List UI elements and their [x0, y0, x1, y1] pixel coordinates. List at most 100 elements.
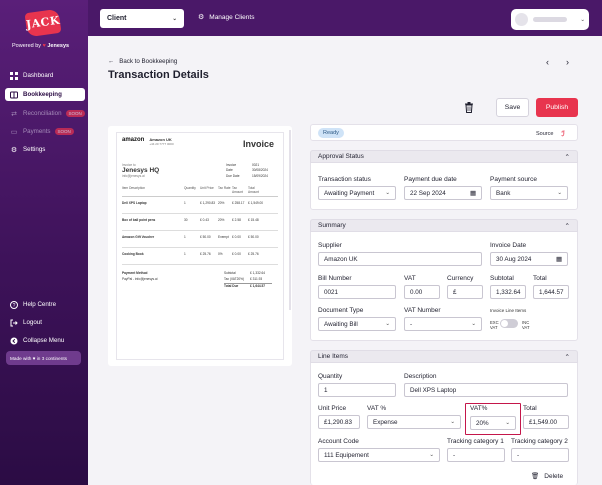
approval-header[interactable]: Approval Status ⌃ — [310, 150, 578, 163]
status-badge: Ready — [318, 128, 344, 138]
quantity-field[interactable]: 1 — [318, 383, 396, 397]
trash-icon[interactable] — [464, 102, 474, 113]
field-label: Tracking category 1 — [447, 438, 504, 445]
currency-field[interactable]: £ — [447, 285, 483, 299]
sidebar-item-reconciliation[interactable]: ⇄ Reconciliation SOON — [5, 107, 85, 120]
account-code-select[interactable]: 111 Equipement ⌄ — [318, 448, 440, 462]
invoice-date-field[interactable]: 30 Aug 2024 ▦ — [490, 252, 568, 266]
sidebar-item-dashboard[interactable]: Dashboard — [5, 69, 85, 82]
chevron-left-icon[interactable]: ‹ — [546, 57, 549, 67]
vat-rate-select[interactable]: 20% ⌄ — [470, 416, 516, 430]
sidebar-item-label: Dashboard — [23, 72, 54, 79]
field-value: Amazon UK — [324, 255, 358, 263]
payment-source-select[interactable]: Bank ⌄ — [490, 186, 568, 200]
row-rate: 20% — [218, 218, 225, 222]
field-value: 1,332.64 — [496, 288, 521, 296]
supplier-field[interactable]: Amazon UK — [318, 252, 482, 266]
heart-icon: ♥ — [42, 43, 46, 49]
summary-header[interactable]: Summary ⌃ — [310, 219, 578, 232]
row-price: £ 25.76 — [200, 252, 211, 256]
total-due-label: Total Due — [224, 283, 250, 288]
field-value: 111 Equipement — [324, 451, 369, 459]
field-value: £ — [453, 288, 457, 296]
document-scrollbar[interactable] — [289, 130, 291, 310]
table-row: Cooking Book 1 £ 25.76 0% £ 0.00 £ 25.76 — [122, 248, 278, 265]
book-icon — [10, 91, 18, 99]
payment-due-date-field[interactable]: 22 Sep 2024 ▦ — [404, 186, 482, 200]
svg-text:?: ? — [13, 303, 16, 309]
column-header: Unit Price — [200, 186, 214, 190]
user-menu[interactable]: ⌄ — [511, 9, 589, 30]
subtotal-label: Subtotal — [224, 271, 236, 275]
invoice-table-header: Item Description Quantity Unit Price Tax… — [122, 186, 278, 197]
sidebar-item-settings[interactable]: ⚙ Settings — [5, 143, 85, 156]
row-tax: £ 2.58 — [232, 218, 241, 222]
calendar-icon: ▦ — [556, 255, 562, 263]
tracking-category-1-field[interactable]: - — [447, 448, 505, 462]
tracking-category-2-field[interactable]: - — [511, 448, 569, 462]
vendor-name: Amazon UK — [149, 137, 172, 142]
column-header: Total Amount — [248, 186, 259, 194]
line-items-header[interactable]: Line Items ⌃ — [310, 350, 578, 363]
row-total: £ 15.48 — [248, 218, 259, 222]
total-field[interactable]: 1,644.57 — [533, 285, 569, 299]
sidebar-item-logout[interactable]: Logout — [5, 316, 85, 329]
delete-line-button[interactable]: 🗑 Delete — [531, 472, 564, 481]
column-header: Tax Rate — [218, 186, 231, 190]
invoice-document[interactable]: amazon Amazon UK +44 20 7777 0000 Invoic… — [116, 132, 284, 360]
sidebar-item-help[interactable]: ? Help Centre — [5, 298, 85, 311]
field-value: 30 Aug 2024 — [496, 255, 532, 263]
save-button[interactable]: Save — [496, 98, 529, 117]
source-label: Source — [536, 131, 554, 137]
meta-key: Due Date — [226, 173, 240, 178]
back-link[interactable]: ← Back to Bookkeeping — [108, 58, 177, 65]
subtotal-field[interactable]: 1,332.64 — [490, 285, 526, 299]
sidebar: JACK Powered by ♥ Jenesys Dashboard Book… — [0, 0, 88, 485]
vat-number-select[interactable]: - ⌄ — [404, 317, 482, 331]
field-value: 0021 — [324, 288, 339, 296]
powered-by: Powered by ♥ Jenesys — [12, 43, 69, 49]
manage-clients-label: Manage Clients — [209, 13, 255, 21]
sidebar-item-bookkeeping[interactable]: Bookkeeping — [5, 88, 85, 101]
vat-type-select[interactable]: Expense ⌄ — [367, 415, 461, 429]
bill-number-field[interactable]: 0021 — [318, 285, 396, 299]
unit-price-field[interactable]: £1,290.83 — [318, 415, 360, 429]
chevron-right-icon[interactable]: › — [566, 57, 569, 67]
document-type-select[interactable]: Awaiting Bill ⌄ — [318, 317, 396, 331]
sidebar-item-label: Logout — [23, 319, 42, 326]
payments-icon: ▭ — [10, 128, 18, 136]
line-total-field[interactable]: £1,549.00 — [523, 415, 569, 429]
chevron-down-icon: ⌄ — [505, 420, 510, 426]
table-row: Box of ball point pens 30 £ 0.43 20% £ 2… — [122, 214, 278, 231]
field-label: Payment due date — [404, 176, 457, 183]
made-with-badge: Made with ♥ in 3 continents — [6, 351, 81, 365]
publish-button[interactable]: Publish — [536, 98, 578, 117]
total-due-value: £ 1,644.57 — [250, 283, 272, 288]
sidebar-item-payments[interactable]: ▭ Payments SOON — [5, 125, 85, 138]
soon-badge: SOON — [54, 128, 74, 135]
manage-clients-link[interactable]: ⚙ Manage Clients — [198, 13, 255, 22]
jack-logo[interactable]: JACK — [24, 8, 62, 38]
invoice-line-items-label: Invoice Line Items — [490, 308, 527, 313]
customer-email: info@jenesys.ai — [122, 174, 145, 178]
delete-label: Delete — [544, 472, 564, 480]
meta-value: 30/08/2024 — [252, 168, 268, 173]
gear-icon: ⚙ — [10, 146, 18, 154]
field-label: Description — [404, 373, 437, 380]
table-row: Dell XPS Laptop 1 £ 1,290.83 20% £ 258.1… — [122, 197, 278, 214]
row-description: Amazon Gift Voucher — [122, 235, 155, 239]
client-select[interactable]: Client ⌄ — [100, 9, 184, 28]
field-value: 0.00 — [410, 288, 423, 296]
vat-field[interactable]: 0.00 — [404, 285, 440, 299]
field-label: Bill Number — [318, 275, 352, 282]
amazon-logo: amazon — [122, 137, 145, 143]
field-value: Expense — [373, 418, 398, 426]
field-label: Document Type — [318, 307, 364, 314]
field-value: 22 Sep 2024 — [410, 189, 446, 197]
transaction-status-select[interactable]: Awaiting Payment ⌄ — [318, 186, 396, 200]
sidebar-item-collapse[interactable]: Collapse Menu — [5, 334, 85, 347]
description-field[interactable]: Dell XPS Laptop — [404, 383, 568, 397]
field-value: - — [517, 451, 520, 459]
field-value: - — [453, 451, 456, 459]
vat-inclusive-toggle[interactable] — [500, 319, 518, 328]
